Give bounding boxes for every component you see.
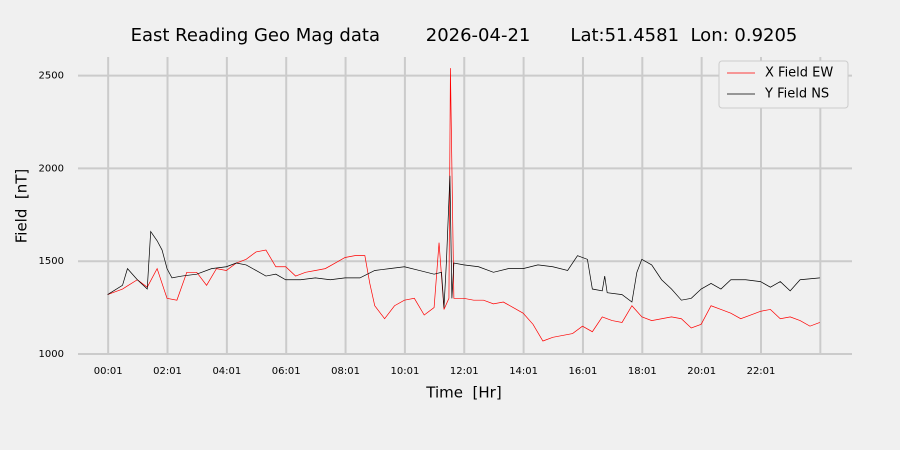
x-tick-label: 12:01 xyxy=(450,366,479,377)
x-axis-label: Time [Hr] xyxy=(425,384,501,402)
x-tick-label: 14:01 xyxy=(509,366,538,377)
data-line xyxy=(107,68,820,342)
x-tick-label: 10:01 xyxy=(390,366,419,377)
x-tick-label: 18:01 xyxy=(628,366,657,377)
x-tick-label: 00:01 xyxy=(94,366,123,377)
x-tick-label: 02:01 xyxy=(153,366,182,377)
grid: 00:01 02:01 04:01 06:01 08:01 10:01 12:01 14:01… xyxy=(39,57,852,377)
x-tick-label: 04:01 xyxy=(212,366,241,377)
legend: X Field EW Y Field NS xyxy=(718,60,849,109)
data-line xyxy=(107,175,820,308)
x-tick-label: 06:01 xyxy=(272,366,301,377)
x-tick-label: 22:01 xyxy=(747,366,776,377)
chart-title: East Reading Geo Mag data 2026-04-21 Lat… xyxy=(131,25,798,46)
x-tick-label: 20:01 xyxy=(687,366,716,377)
y-tick-label: 2000 xyxy=(39,163,64,174)
y-axis-label: Field [nT] xyxy=(13,169,31,244)
y-tick-label: 1000 xyxy=(39,349,64,360)
y-tick-label: 1500 xyxy=(39,256,64,267)
x-tick-label: 08:01 xyxy=(331,366,360,377)
y-tick-label: 2500 xyxy=(39,71,64,82)
lines xyxy=(107,68,820,342)
legend-label: Y Field NS xyxy=(764,87,829,102)
legend-label: X Field EW xyxy=(765,66,833,81)
x-tick-label: 16:01 xyxy=(569,366,598,377)
